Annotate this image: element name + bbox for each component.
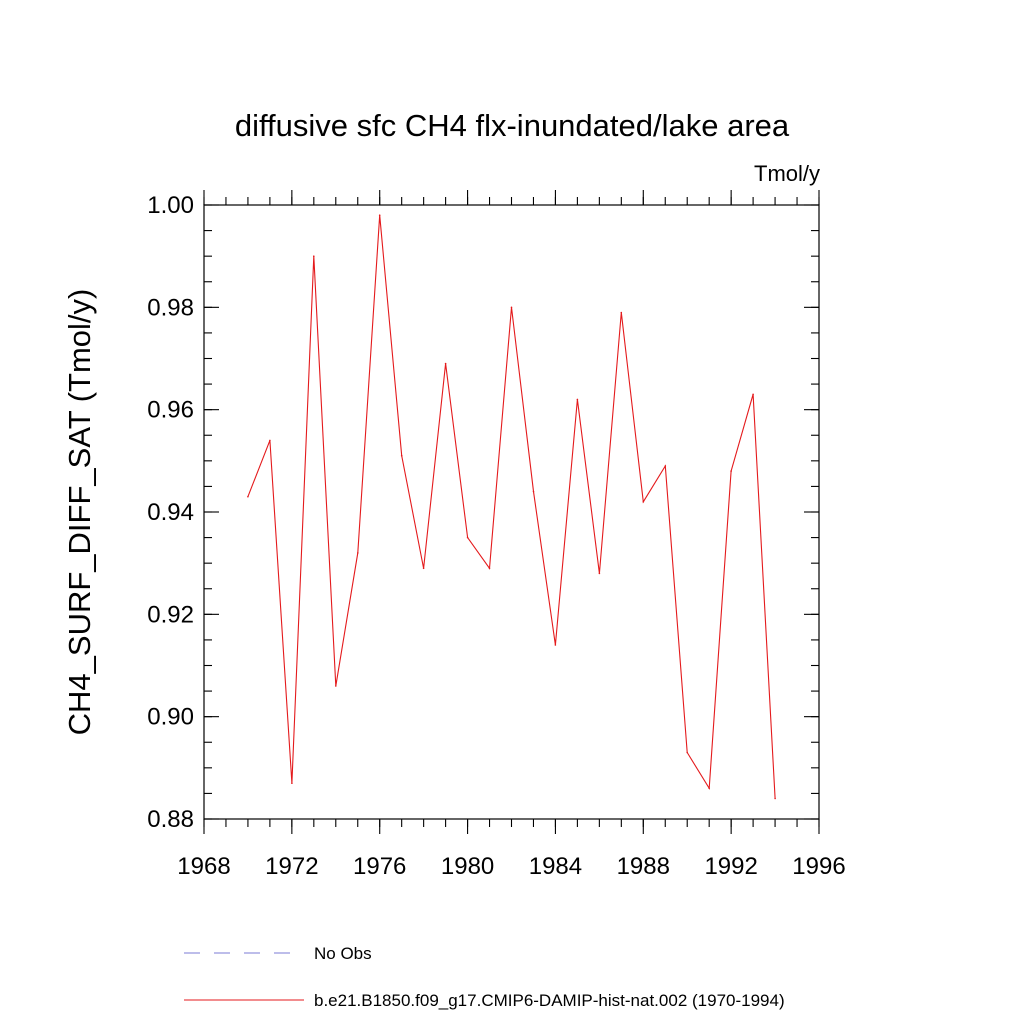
y-tick-label: 0.88 xyxy=(147,806,194,833)
data-point xyxy=(335,685,337,687)
data-point xyxy=(598,572,601,575)
data-point xyxy=(576,398,579,401)
data-point xyxy=(313,255,315,257)
data-point xyxy=(730,470,732,472)
chart-title: diffusive sfc CH4 flx-inundated/lake are… xyxy=(235,108,790,143)
plot-series xyxy=(247,214,776,800)
series-line xyxy=(247,215,776,799)
tick-labels: 1968 1972 1976 1980 1984 1988 1992 1996 0.88 0.90… xyxy=(147,192,845,880)
data-point xyxy=(488,567,491,570)
data-point xyxy=(444,362,447,365)
legend-label-model-run: b.e21.B1850.f09_g17.CMIP6-DAMIP-hist-nat… xyxy=(314,991,785,1010)
data-point xyxy=(664,465,667,467)
units-label: Tmol/y xyxy=(754,161,820,186)
legend: No Obs b.e21.B1850.f09_g17.CMIP6-DAMIP-h… xyxy=(184,944,785,1010)
data-point xyxy=(247,495,249,498)
y-axis-label: CH4_SURF_DIFF_SAT (Tmol/y) xyxy=(62,289,97,736)
data-point xyxy=(752,393,754,396)
y-tick-label: 1.00 xyxy=(147,192,194,219)
y-tick-label: 0.92 xyxy=(147,601,194,628)
y-tick-label: 0.90 xyxy=(147,704,194,731)
data-point xyxy=(400,454,403,457)
data-point xyxy=(642,501,645,503)
x-tick-label: 1988 xyxy=(617,853,670,880)
x-tick-label: 1992 xyxy=(704,853,757,880)
data-point xyxy=(686,751,688,754)
data-point xyxy=(510,306,513,309)
axis-ticks xyxy=(203,190,820,834)
data-point xyxy=(708,787,710,790)
data-point xyxy=(291,782,293,784)
x-tick-label: 1984 xyxy=(529,853,582,880)
data-point xyxy=(532,490,535,493)
data-point xyxy=(554,644,557,646)
x-tick-label: 1976 xyxy=(353,853,406,880)
data-point xyxy=(357,552,359,554)
plot-frame xyxy=(203,204,820,820)
data-point xyxy=(620,311,623,314)
x-tick-label: 1972 xyxy=(265,853,318,880)
y-tick-label: 0.96 xyxy=(147,397,194,424)
data-point xyxy=(466,536,469,539)
data-point xyxy=(422,567,425,570)
data-point xyxy=(378,214,381,216)
x-tick-label: 1996 xyxy=(792,853,845,880)
legend-label-no-obs: No Obs xyxy=(314,944,372,963)
data-point xyxy=(774,797,776,800)
x-tick-label: 1968 xyxy=(177,853,230,880)
data-point xyxy=(269,439,271,442)
y-tick-label: 0.94 xyxy=(147,499,194,526)
y-tick-label: 0.98 xyxy=(147,294,194,321)
x-tick-label: 1980 xyxy=(441,853,494,880)
